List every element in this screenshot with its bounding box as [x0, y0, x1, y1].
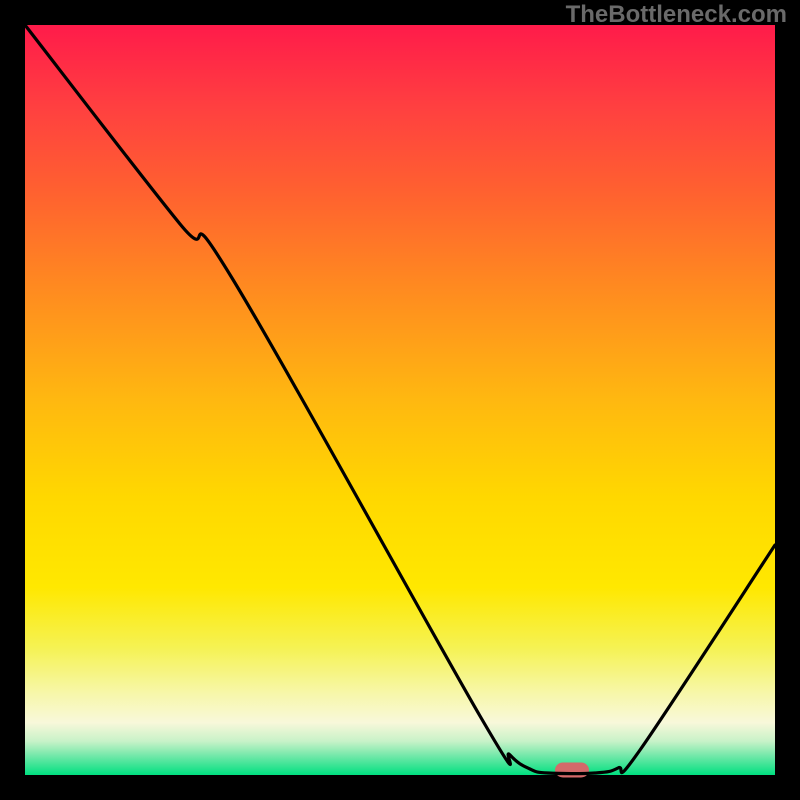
optimal-point-marker	[555, 763, 589, 778]
chart-container: TheBottleneck.com	[0, 0, 800, 800]
plot-gradient-background	[25, 25, 775, 775]
watermark-text: TheBottleneck.com	[566, 1, 787, 29]
bottleneck-chart	[0, 0, 800, 800]
